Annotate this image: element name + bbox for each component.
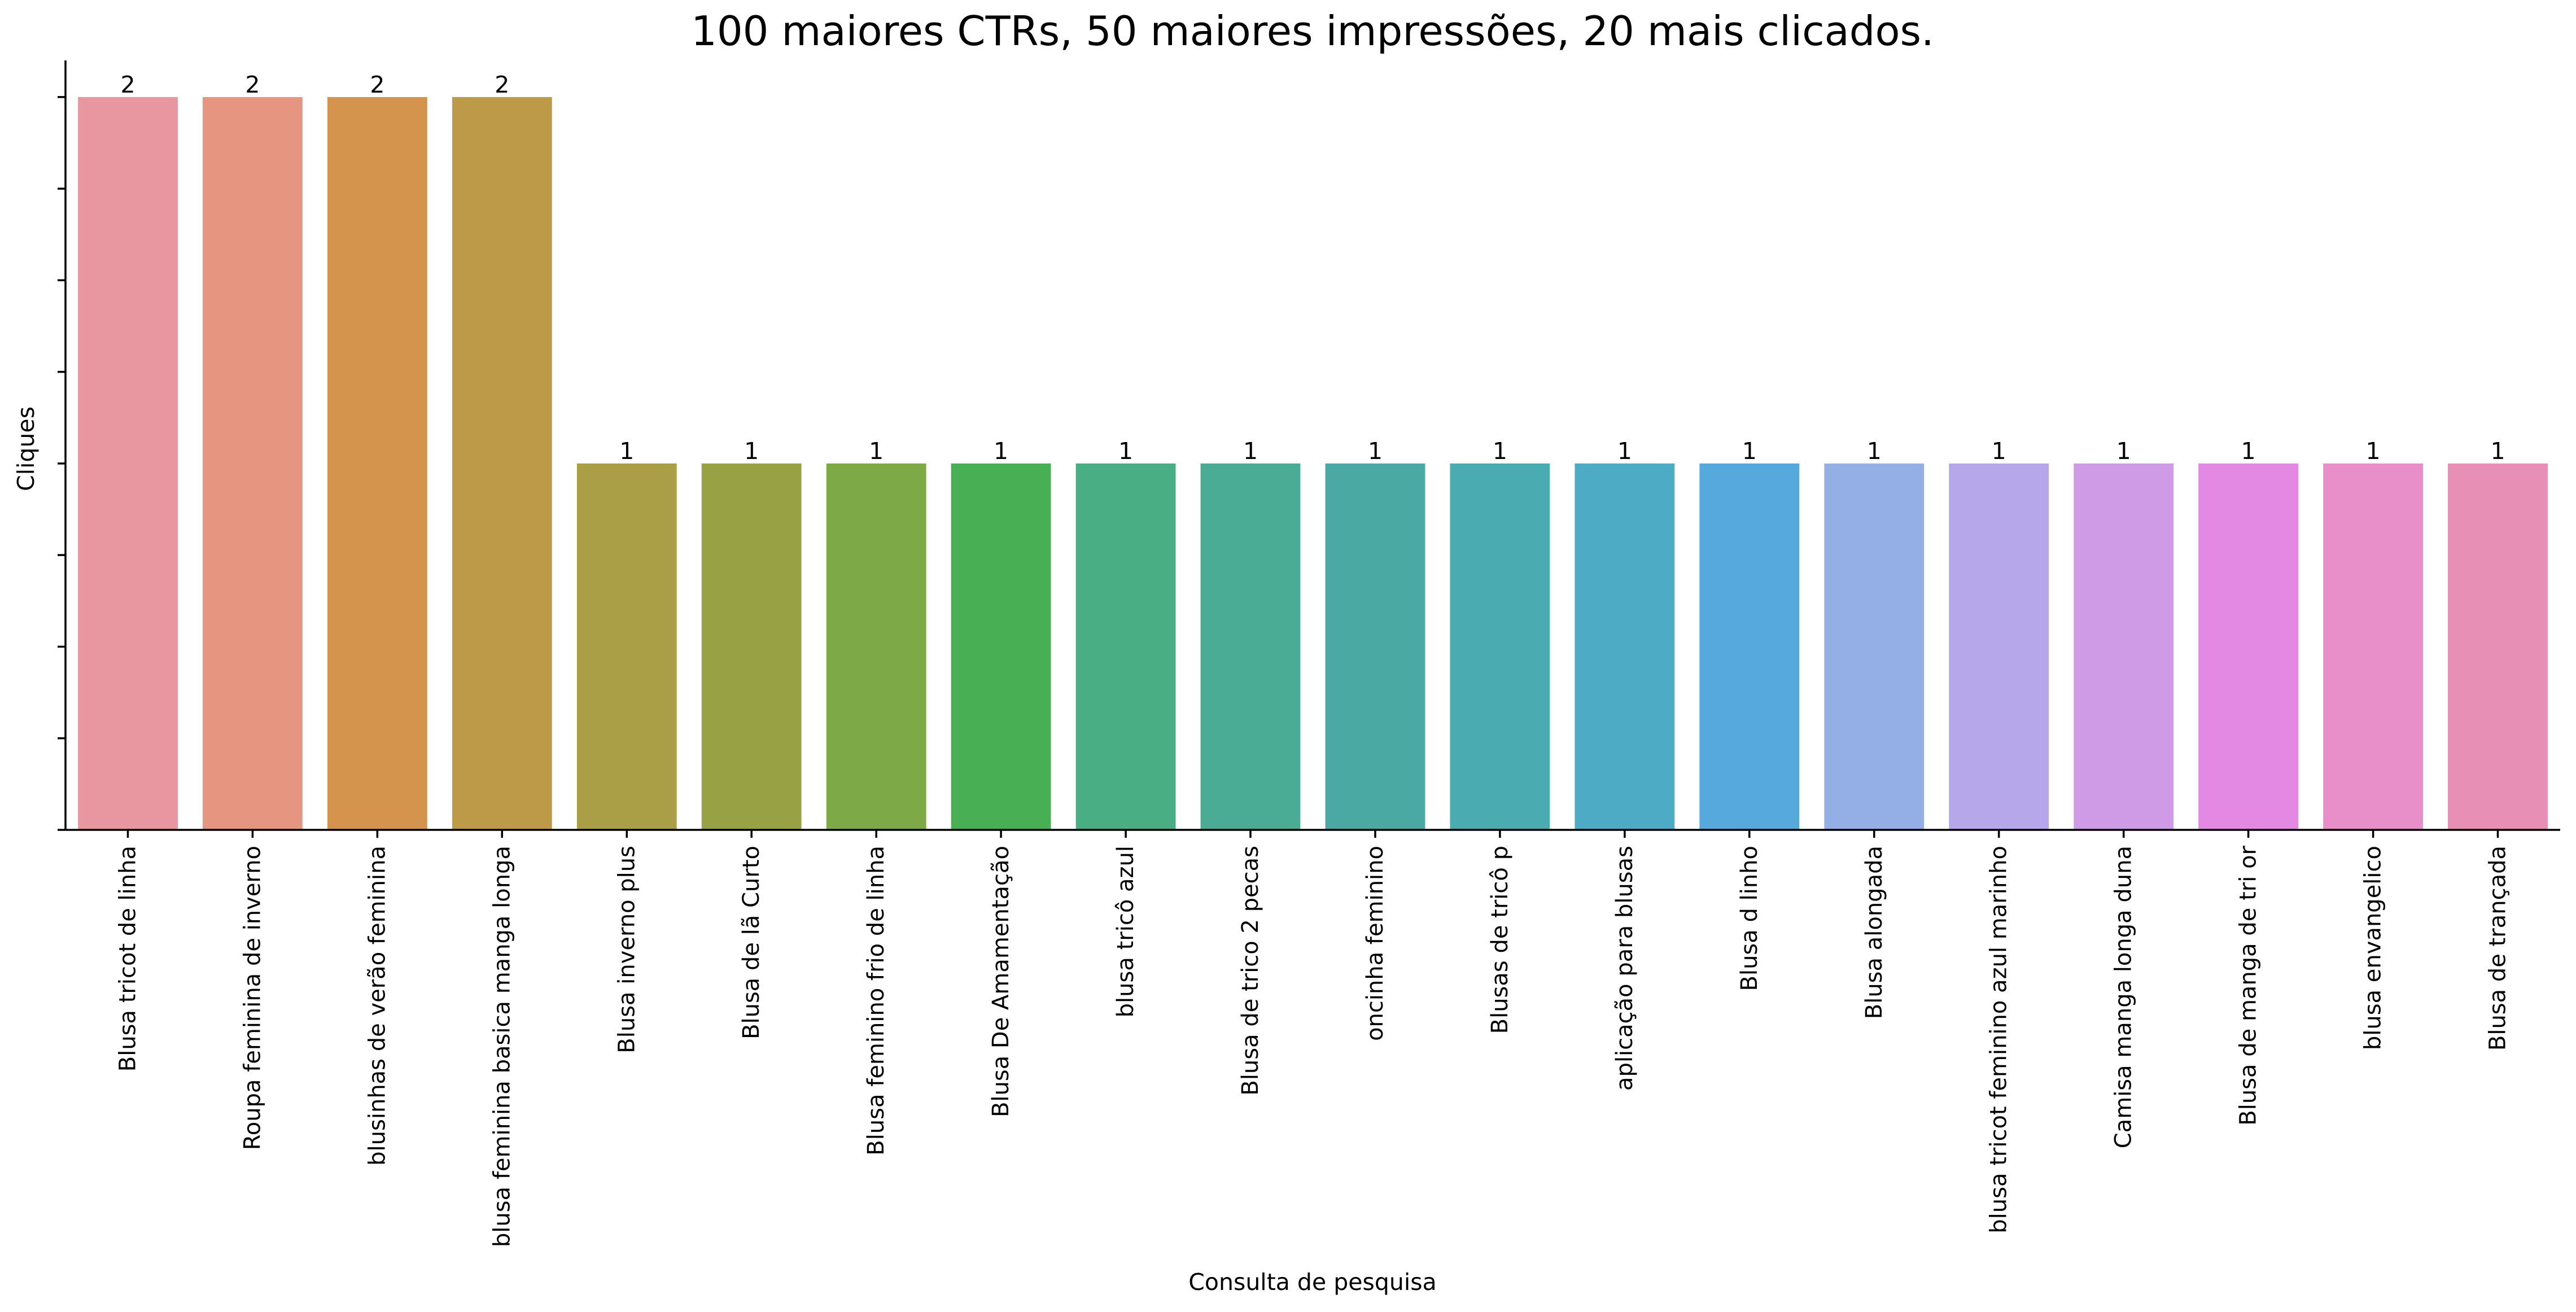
x-tick-label: blusa tricot feminino azul marinho bbox=[1986, 846, 2012, 1234]
bar-17 bbox=[2074, 463, 2174, 830]
bar-value-label: 1 bbox=[619, 438, 634, 465]
x-tick-label: Blusa de manga de tri or bbox=[2236, 845, 2262, 1125]
x-tick-label: Blusas de tricô p bbox=[1487, 846, 1513, 1034]
x-tick-label: blusinhas de verão feminina bbox=[364, 846, 390, 1166]
x-tick-label: Blusa inverno plus bbox=[614, 846, 640, 1053]
bar-value-label: 1 bbox=[1742, 438, 1757, 465]
bar-4 bbox=[452, 97, 552, 830]
bar-value-label: 1 bbox=[2366, 438, 2381, 465]
bar-value-label: 1 bbox=[1867, 438, 1882, 465]
bar-value-label: 1 bbox=[1118, 438, 1133, 465]
x-tick-label: Blusa de lã Curto bbox=[738, 846, 764, 1039]
x-tick-label: Blusa feminino frio de linha bbox=[863, 846, 889, 1156]
bar-value-label: 1 bbox=[994, 438, 1008, 465]
x-tick-label: oncinha feminino bbox=[1362, 846, 1388, 1041]
data-labels-layer: 2 2 2 2 1 1 1 1 1 1 1 1 1 1 1 1 1 1 1 1 bbox=[120, 71, 2505, 465]
x-tick-label: Camisa manga longa duna bbox=[2111, 846, 2137, 1148]
bar-value-label: 1 bbox=[744, 438, 759, 465]
bar-value-label: 2 bbox=[495, 71, 509, 98]
bar-6 bbox=[701, 463, 802, 830]
bar-value-label: 1 bbox=[1243, 438, 1258, 465]
bar-value-label: 2 bbox=[120, 71, 135, 98]
x-tick-label: blusa tricô azul bbox=[1113, 846, 1139, 1017]
bar-19 bbox=[2323, 463, 2423, 830]
x-tick-label: Blusa de trançada bbox=[2485, 846, 2511, 1051]
bar-value-label: 1 bbox=[1493, 438, 1507, 465]
bar-13 bbox=[1575, 463, 1675, 830]
x-tick-label: aplicação para blusas bbox=[1612, 846, 1638, 1091]
bar-value-label: 2 bbox=[370, 71, 384, 98]
bar-11 bbox=[1325, 463, 1425, 830]
bar-1 bbox=[78, 97, 178, 830]
bar-12 bbox=[1450, 463, 1550, 830]
bar-3 bbox=[327, 97, 427, 830]
x-tick-label: blusa envangelico bbox=[2360, 846, 2386, 1050]
bar-16 bbox=[1949, 463, 2049, 830]
bar-14 bbox=[1699, 463, 1800, 830]
x-tick-label: Blusa d linho bbox=[1737, 846, 1762, 991]
bar-value-label: 1 bbox=[1617, 438, 1632, 465]
bar-15 bbox=[1824, 463, 1925, 830]
chart-title: 100 maiores CTRs, 50 maiores impressões,… bbox=[691, 7, 1934, 55]
x-tick-label: Blusa De Amamentação bbox=[988, 846, 1014, 1117]
y-axis-ticks bbox=[58, 96, 65, 831]
bar-18 bbox=[2198, 463, 2298, 830]
bar-8 bbox=[951, 463, 1051, 830]
y-axis-label: Cliques bbox=[12, 406, 40, 491]
bar-value-label: 1 bbox=[1992, 438, 2006, 465]
bar-value-label: 2 bbox=[245, 71, 260, 98]
bars-layer bbox=[78, 97, 2548, 830]
x-tick-label: Roupa feminina de inverno bbox=[239, 846, 265, 1150]
bar-value-label: 1 bbox=[2241, 438, 2256, 465]
x-axis-label: Consulta de pesquisa bbox=[1188, 1269, 1436, 1296]
bar-value-label: 1 bbox=[1368, 438, 1383, 465]
x-tick-label: Blusa de trico 2 pecas bbox=[1237, 846, 1263, 1096]
bar-10 bbox=[1200, 463, 1301, 830]
bar-value-label: 1 bbox=[869, 438, 884, 465]
bar-20 bbox=[2448, 463, 2548, 830]
bar-value-label: 1 bbox=[2490, 438, 2505, 465]
bar-7 bbox=[826, 463, 926, 830]
bar-2 bbox=[203, 97, 303, 830]
x-tick-label: Blusa alongada bbox=[1861, 846, 1887, 1019]
x-axis-ticks: Blusa tricot de linha Roupa feminina de i… bbox=[115, 830, 2511, 1247]
x-tick-label: blusa feminina basica manga longa bbox=[489, 846, 515, 1247]
bar-9 bbox=[1075, 463, 1176, 830]
x-tick-label: Blusa tricot de linha bbox=[115, 846, 141, 1072]
bar-value-label: 1 bbox=[2116, 438, 2131, 465]
bar-5 bbox=[576, 463, 677, 830]
